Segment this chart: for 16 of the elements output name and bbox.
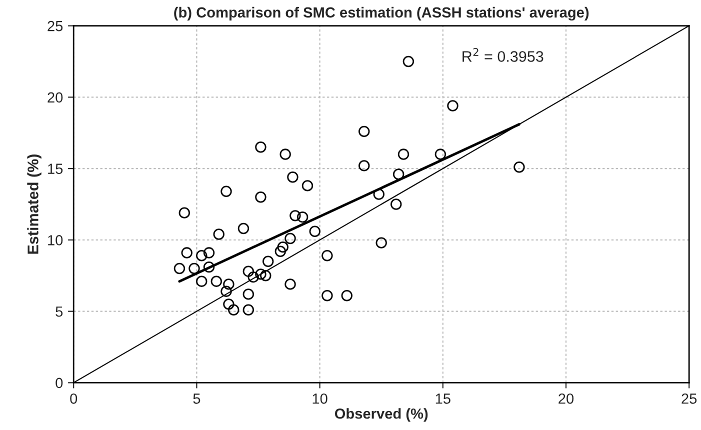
x-tick-label: 10 <box>312 394 328 404</box>
annotation: R$^{2}$ = 0.3953 <box>462 48 544 62</box>
x-axis-title: Observed (%) <box>334 408 428 422</box>
x-tick-label: 20 <box>558 394 574 404</box>
x-tick-label: 25 <box>682 394 697 404</box>
y-axis-title: Estimated (%) <box>27 154 42 254</box>
y-tick-label: 5 <box>56 306 63 317</box>
y-tick-label: 20 <box>48 92 63 103</box>
chart-title: (b) Comparison of SMC estimation (ASSH stations' average) <box>174 6 589 21</box>
x-tick-label: 15 <box>436 394 450 404</box>
y-tick-label: 15 <box>48 164 63 174</box>
x-tick-label: 5 <box>193 394 200 404</box>
y-tick-label: 10 <box>48 235 63 246</box>
x-tick-label: 0 <box>70 394 78 404</box>
y-tick-label: 0 <box>56 378 63 388</box>
y-tick-label: 25 <box>48 20 63 32</box>
